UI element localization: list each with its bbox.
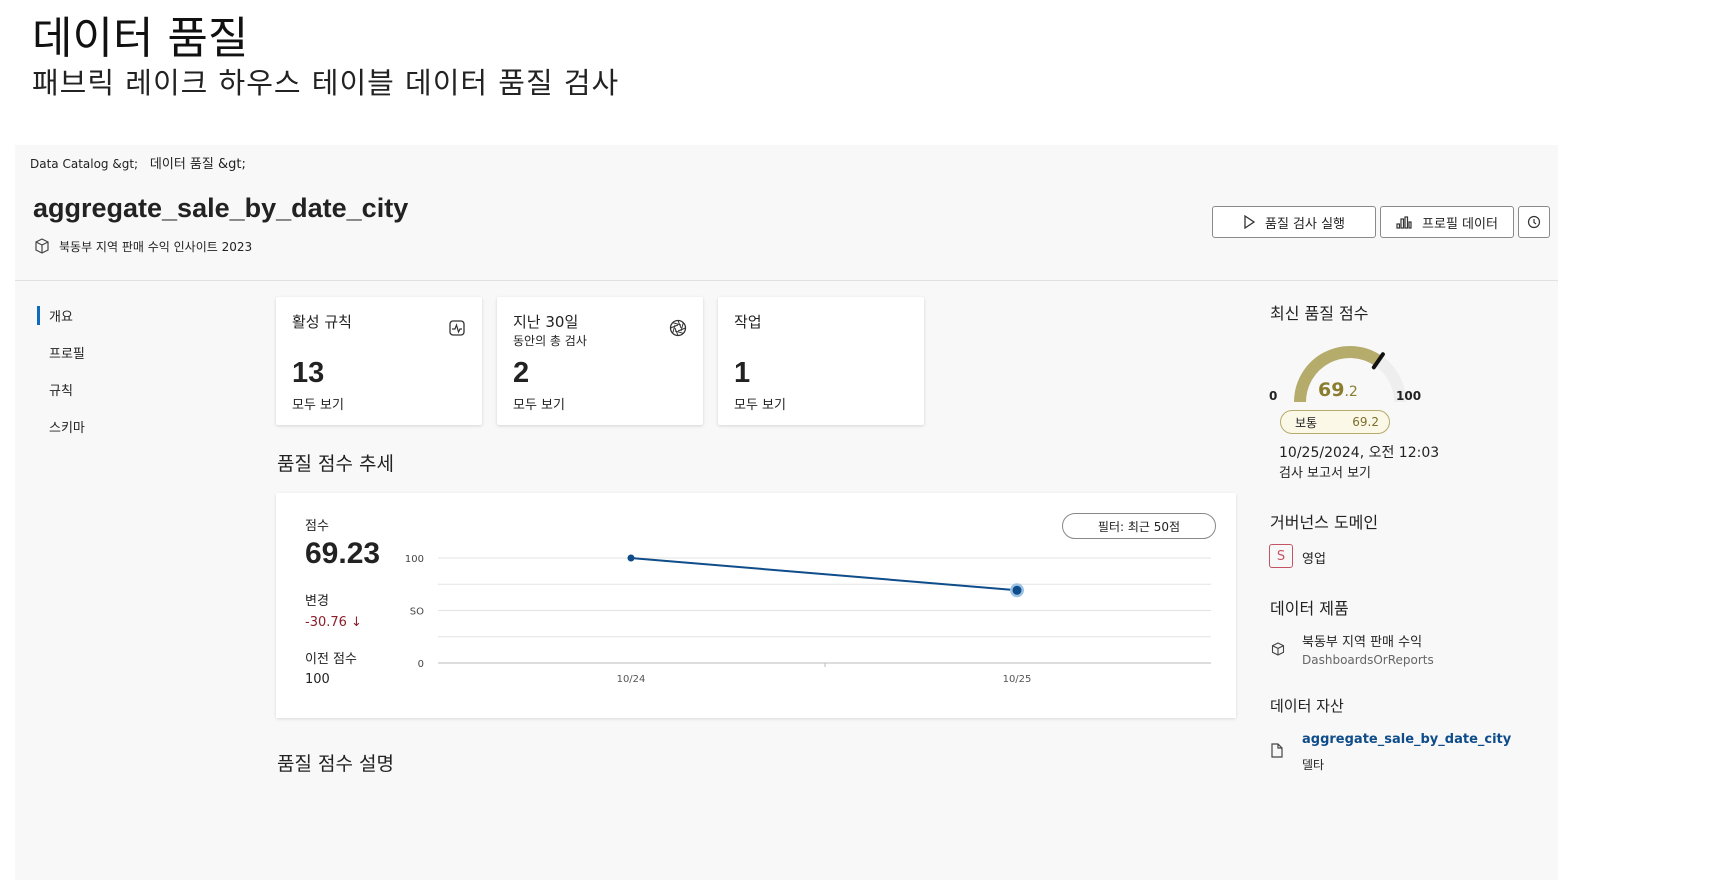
card-view-all-link[interactable]: 모두 보기 <box>292 398 344 413</box>
card-view-all-link[interactable]: 모두 보기 <box>734 398 786 413</box>
change-label: 변경 <box>305 594 329 609</box>
asset-heading: 데이터 자산 <box>1270 697 1344 715</box>
domain-link[interactable]: 영업 <box>1302 552 1326 567</box>
latest-score-heading: 최신 품질 점수 <box>1270 304 1369 323</box>
cube-icon <box>1271 642 1285 656</box>
x-tick-label: 10/25 <box>1003 674 1032 685</box>
gauge-value-int: 69 <box>1318 379 1345 401</box>
trend-chart-card: 점수 69.23 변경 -30.76 ↓ 이전 점수 100 필터: 최근 50… <box>276 493 1236 718</box>
card-value: 2 <box>513 357 530 389</box>
aperture-icon <box>669 319 687 337</box>
card-subtitle: 동안의 총 검사 <box>513 334 587 348</box>
card-title: 지난 30일 <box>513 313 579 331</box>
score-gauge <box>1294 346 1406 403</box>
product-heading: 데이터 제품 <box>1270 599 1349 618</box>
gauge-max: 100 <box>1396 389 1422 403</box>
card-total-scans: 지난 30일 동안의 총 검사 2 모두 보기 <box>497 297 703 425</box>
nav-rules[interactable]: 규칙 <box>49 384 73 399</box>
score-label: 점수 <box>305 519 329 534</box>
nav-profile[interactable]: 프로필 <box>49 347 85 362</box>
file-icon <box>1271 743 1283 758</box>
card-active-rules: 활성 규칙 13 모두 보기 <box>276 297 482 425</box>
domain-avatar: S <box>1269 544 1293 568</box>
asset-link[interactable]: aggregate_sale_by_date_city <box>1302 732 1512 747</box>
breadcrumb-data-catalog[interactable]: Data Catalog &gt; <box>30 157 139 171</box>
trend-line-chart: 100 SO 0 10/24 10/25 <box>405 554 1211 685</box>
card-view-all-link[interactable]: 모두 보기 <box>513 398 565 413</box>
x-tick-label: 10/24 <box>617 674 646 685</box>
gauge-fill <box>1294 346 1382 403</box>
trend-heading: 품질 점수 추세 <box>277 453 394 475</box>
y-tick-label: SO <box>410 607 424 618</box>
nav-schema[interactable]: 스키마 <box>49 421 85 436</box>
view-report-link[interactable]: 검사 보고서 보기 <box>1279 466 1371 481</box>
card-jobs: 작업 1 모두 보기 <box>718 297 924 425</box>
badge-label: 보통 <box>1295 415 1318 430</box>
data-point[interactable] <box>627 554 635 562</box>
score-line <box>630 557 1018 592</box>
card-value: 13 <box>292 357 325 389</box>
scan-timestamp: 10/25/2024, 오전 12:03 <box>1279 445 1440 461</box>
card-value: 1 <box>734 357 751 389</box>
previous-score-label: 이전 점수 <box>305 652 357 667</box>
asset-title: aggregate_sale_by_date_city <box>33 193 409 223</box>
asset-type: 델타 <box>1302 758 1325 772</box>
previous-score-value: 100 <box>305 672 330 687</box>
breadcrumb: Data Catalog &gt; 데이터 품질 &gt; <box>30 153 254 172</box>
asset-product-label[interactable]: 북동부 지역 판매 수익 인사이트 2023 <box>59 239 253 254</box>
history-icon <box>1527 215 1541 229</box>
gauge-min: 0 <box>1269 389 1278 403</box>
breadcrumb-data-quality[interactable]: 데이터 품질 &gt; <box>149 157 246 172</box>
gauge-value: 69.2 <box>1318 379 1358 401</box>
activity-icon <box>449 320 465 336</box>
header-divider <box>15 280 1558 281</box>
profile-button-label: 프로필 데이터 <box>1422 216 1498 232</box>
product-link[interactable]: 북동부 지역 판매 수익 <box>1302 635 1423 650</box>
score-value: 69.23 <box>305 537 381 570</box>
run-quality-scan-button[interactable]: 품질 검사 실행 <box>1212 206 1376 238</box>
gauge-value-dec: .2 <box>1344 384 1358 400</box>
data-point[interactable] <box>1012 585 1022 595</box>
cube-icon <box>35 238 49 254</box>
nav-overview[interactable]: 개요 <box>37 306 73 325</box>
change-value: -30.76 ↓ <box>305 615 362 630</box>
y-tick-label: 100 <box>405 554 424 565</box>
page-title: 데이터 품질 <box>32 13 249 64</box>
profile-data-button[interactable]: 프로필 데이터 <box>1380 206 1514 238</box>
bar-chart-icon <box>1396 216 1412 229</box>
card-title: 활성 규칙 <box>292 313 352 331</box>
card-title: 작업 <box>734 313 762 331</box>
y-tick-label: 0 <box>418 659 424 670</box>
run-button-label: 품질 검사 실행 <box>1264 216 1346 232</box>
history-button[interactable] <box>1518 206 1550 238</box>
badge-value: 69.2 <box>1352 415 1379 429</box>
app-panel: Data Catalog &gt; 데이터 품질 &gt; aggregate_… <box>15 145 1558 880</box>
product-type: DashboardsOrReports <box>1302 653 1434 667</box>
gauge-needle <box>1371 352 1385 370</box>
page-subtitle: 패브릭 레이크 하우스 테이블 데이터 품질 검사 <box>32 66 620 100</box>
score-badge: 보통 69.2 <box>1280 410 1390 434</box>
asset-product: 북동부 지역 판매 수익 인사이트 2023 <box>33 237 252 255</box>
description-heading: 품질 점수 설명 <box>277 753 394 775</box>
domain-heading: 거버넌스 도메인 <box>1270 513 1379 532</box>
filter-button[interactable]: 필터: 최근 50점 <box>1062 513 1216 539</box>
play-icon <box>1244 215 1255 229</box>
